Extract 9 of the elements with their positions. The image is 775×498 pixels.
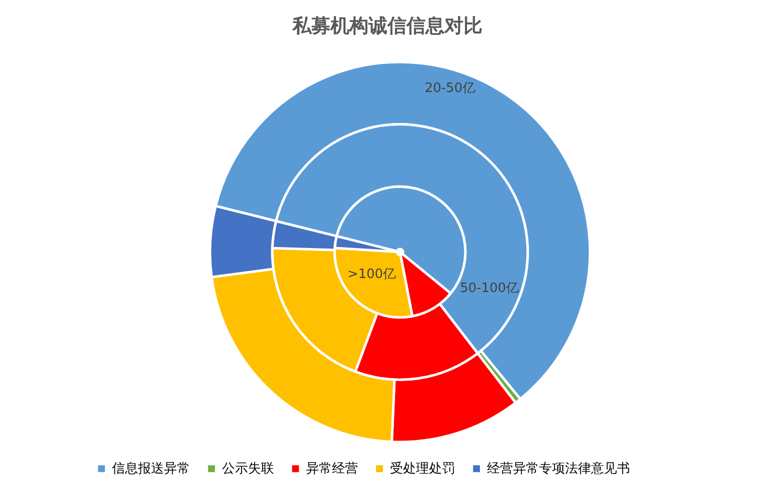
- slice-label: 20-50亿: [424, 81, 476, 96]
- legend-label: 信息报送异常: [112, 462, 190, 477]
- legend-label: 受处理处罚: [390, 462, 455, 477]
- slice-label: 50-100亿: [460, 281, 519, 296]
- slice-label: >100亿: [347, 267, 396, 282]
- legend-label: 异常经营: [306, 462, 358, 477]
- legend-label: 经营异常专项法律意见书: [487, 462, 630, 477]
- legend-label: 公示失联: [222, 462, 274, 477]
- chart-title: 私募机构诚信信息对比: [292, 15, 482, 37]
